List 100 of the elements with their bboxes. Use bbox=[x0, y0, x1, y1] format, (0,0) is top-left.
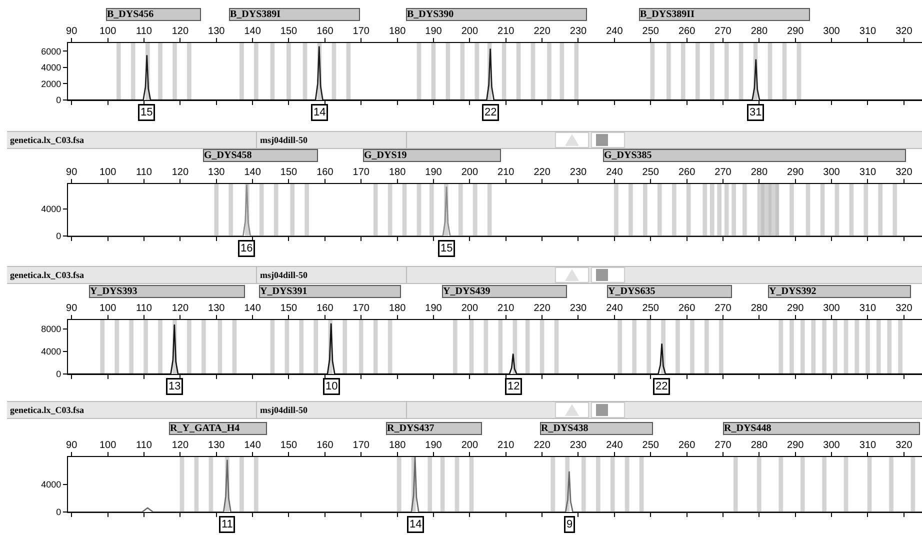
annotation: 22 bbox=[656, 380, 668, 392]
x-tick-label: 100 bbox=[99, 440, 117, 451]
x-tick-label: 170 bbox=[352, 167, 370, 178]
x-tick-label: 280 bbox=[750, 303, 768, 314]
annotation: 15 bbox=[440, 242, 453, 254]
x-tick-label: 310 bbox=[859, 440, 876, 451]
x-tick-label: 260 bbox=[678, 167, 696, 178]
x-tick-label: 160 bbox=[316, 440, 334, 451]
annotation: 15 bbox=[140, 106, 153, 118]
line-series bbox=[68, 322, 922, 374]
x-tick-label: 250 bbox=[642, 26, 660, 37]
x-tick-label: 90 bbox=[66, 303, 78, 314]
text: R_DYS448 bbox=[724, 423, 772, 434]
x-tick-label: 250 bbox=[642, 167, 660, 178]
annotation: 10 bbox=[326, 380, 338, 392]
x-tick-label: 270 bbox=[714, 167, 732, 178]
text: B_DYS390 bbox=[407, 9, 454, 20]
x-tick-label: 240 bbox=[606, 303, 624, 314]
x-tick-label: 220 bbox=[534, 303, 551, 314]
x-tick-label: 190 bbox=[425, 440, 442, 451]
y-tick-label: 8000 bbox=[41, 324, 62, 334]
x-tick-label: 90 bbox=[66, 26, 78, 37]
x-tick-label: 170 bbox=[352, 303, 370, 314]
x-tick-label: 200 bbox=[461, 26, 478, 37]
x-tick-label: 260 bbox=[678, 303, 696, 314]
text: B_DYS389I bbox=[230, 9, 281, 20]
x-tick-label: 240 bbox=[606, 167, 624, 178]
x-tick-label: 220 bbox=[534, 26, 551, 37]
x-tick-label: 270 bbox=[714, 26, 732, 37]
y-tick-label: 2000 bbox=[41, 78, 62, 89]
text: genetica.lx_C03.fsa bbox=[7, 267, 257, 283]
x-tick-label: 120 bbox=[172, 26, 189, 37]
x-tick-label: 120 bbox=[172, 440, 189, 451]
x-tick-label: 180 bbox=[388, 26, 406, 37]
text: R_Y_GATA_H4 bbox=[170, 423, 240, 434]
annotation: 22 bbox=[484, 106, 497, 118]
y-tick-label: 4000 bbox=[41, 204, 62, 214]
x-tick-label: 300 bbox=[823, 167, 840, 178]
text: Y_DYS393 bbox=[90, 286, 138, 297]
text: B_DYS456 bbox=[107, 9, 154, 20]
x-tick-label: 320 bbox=[896, 440, 913, 451]
annotation: 11 bbox=[222, 518, 233, 530]
text: G_DYS19 bbox=[364, 150, 407, 161]
x-tick-label: 280 bbox=[750, 167, 768, 178]
x-tick-label: 160 bbox=[316, 303, 334, 314]
x-tick-label: 230 bbox=[570, 167, 588, 178]
y-tick-label: 0 bbox=[56, 507, 62, 518]
text: msj04dill-50 bbox=[257, 132, 407, 148]
x-tick-label: 190 bbox=[425, 167, 442, 178]
x-tick-label: 290 bbox=[787, 167, 804, 178]
x-tick-label: 260 bbox=[678, 440, 696, 451]
x-tick-label: 290 bbox=[787, 26, 804, 37]
x-tick-label: 110 bbox=[136, 26, 152, 37]
x-tick-label: 140 bbox=[244, 26, 262, 37]
x-tick-label: 170 bbox=[352, 440, 370, 451]
x-tick-label: 110 bbox=[136, 440, 152, 451]
x-tick-label: 180 bbox=[388, 167, 406, 178]
x-tick-label: 220 bbox=[534, 167, 551, 178]
x-tick-label: 200 bbox=[461, 440, 478, 451]
x-tick-label: 210 bbox=[498, 440, 515, 451]
text: Y_DYS439 bbox=[443, 286, 490, 297]
x-tick-label: 180 bbox=[388, 440, 406, 451]
x-tick-label: 110 bbox=[136, 303, 152, 314]
x-tick-label: 120 bbox=[172, 303, 189, 314]
x-tick-label: 310 bbox=[859, 26, 876, 37]
annotation: 16 bbox=[240, 242, 253, 254]
annotation: 14 bbox=[314, 106, 326, 118]
annotation: 14 bbox=[410, 518, 422, 530]
x-tick-label: 190 bbox=[425, 26, 442, 37]
x-tick-label: 200 bbox=[461, 303, 478, 314]
x-tick-label: 230 bbox=[570, 303, 588, 314]
x-tick-label: 200 bbox=[461, 167, 478, 178]
x-tick-label: 280 bbox=[750, 440, 768, 451]
x-tick-label: 260 bbox=[678, 26, 696, 37]
x-tick-label: 140 bbox=[244, 167, 262, 178]
text: genetica.lx_C03.fsa bbox=[7, 132, 257, 148]
x-tick-label: 170 bbox=[352, 26, 370, 37]
text: Y_DYS635 bbox=[608, 286, 656, 297]
x-tick-label: 290 bbox=[787, 303, 804, 314]
y-tick-label: 4000 bbox=[41, 346, 62, 357]
text: G_DYS458 bbox=[204, 150, 252, 161]
annotation: 13 bbox=[168, 380, 181, 392]
annotation: 9 bbox=[566, 518, 573, 530]
x-tick-label: 110 bbox=[136, 167, 152, 178]
text: B_DYS389II bbox=[640, 9, 695, 20]
x-tick-label: 220 bbox=[534, 440, 551, 451]
x-tick-label: 320 bbox=[896, 167, 913, 178]
line-series bbox=[68, 46, 922, 100]
x-tick-label: 300 bbox=[823, 440, 840, 451]
x-tick-label: 140 bbox=[244, 303, 262, 314]
text: genetica.lx_C03.fsa bbox=[7, 402, 257, 418]
x-tick-label: 240 bbox=[606, 440, 624, 451]
x-tick-label: 250 bbox=[642, 440, 660, 451]
y-tick-label: 4000 bbox=[41, 62, 62, 73]
x-tick-label: 150 bbox=[280, 167, 298, 178]
x-tick-label: 100 bbox=[99, 303, 117, 314]
x-tick-label: 270 bbox=[714, 303, 732, 314]
x-tick-label: 310 bbox=[859, 303, 876, 314]
x-tick-label: 210 bbox=[498, 303, 515, 314]
x-tick-label: 160 bbox=[316, 167, 334, 178]
